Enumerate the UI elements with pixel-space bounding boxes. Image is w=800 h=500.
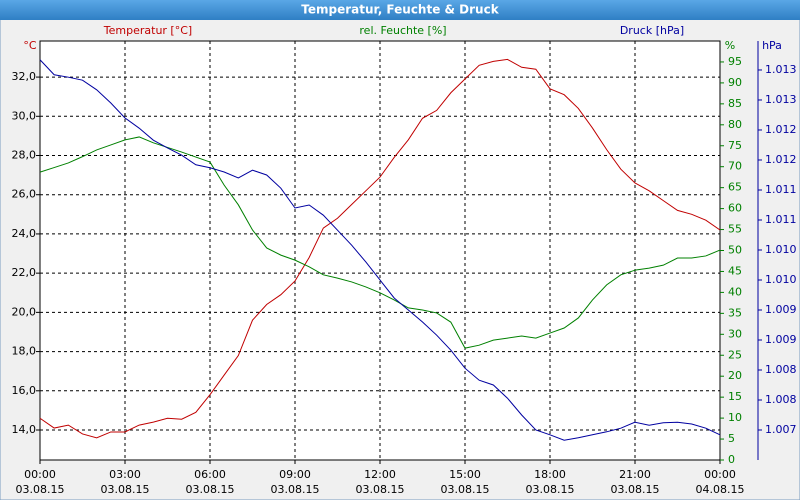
y-tick-label: 22,0	[12, 266, 37, 279]
chart-title: Temperatur, Feuchte & Druck	[301, 3, 499, 17]
x-tick-date: 03.08.15	[441, 483, 490, 496]
x-tick-label: 21:00	[619, 468, 651, 481]
y3-unit: hPa	[762, 39, 782, 52]
x-tick-date: 03.08.15	[101, 483, 150, 496]
y3-tick-label: 1.007	[765, 423, 797, 436]
y3-tick-label: 1.009	[765, 333, 797, 346]
y-tick-label: 30,0	[12, 109, 37, 122]
y2-tick-label: 55	[728, 223, 742, 236]
y-tick-label: 24,0	[12, 227, 37, 240]
y2-tick-label: 90	[728, 76, 742, 89]
legend-entry: Druck [hPa]	[620, 24, 684, 37]
x-tick-date: 03.08.15	[611, 483, 660, 496]
y2-tick-label: 65	[728, 181, 742, 194]
y2-tick-label: 10	[728, 411, 742, 424]
title-bar	[0, 0, 800, 20]
series-line	[39, 59, 721, 441]
y2-tick-label: 0	[728, 453, 735, 466]
x-tick-label: 15:00	[449, 468, 481, 481]
x-tick-date: 03.08.15	[526, 483, 575, 496]
y2-tick-label: 85	[728, 97, 742, 110]
y2-unit: %	[725, 39, 735, 52]
x-tick-label: 03:00	[109, 468, 141, 481]
y3-tick-label: 1.012	[765, 153, 797, 166]
y2-tick-label: 25	[728, 348, 742, 361]
y3-tick-label: 1.008	[765, 363, 797, 376]
y2-tick-label: 70	[728, 160, 742, 173]
y-tick-label: 20,0	[12, 305, 37, 318]
x-tick-label: 18:00	[534, 468, 566, 481]
x-tick-date: 03.08.15	[271, 483, 320, 496]
y2-tick-label: 60	[728, 202, 742, 215]
y-tick-label: 32,0	[12, 70, 37, 83]
x-tick-label: 00:00	[24, 468, 56, 481]
y2-tick-label: 20	[728, 369, 742, 382]
y2-tick-label: 80	[728, 118, 742, 131]
y-tick-label: 18,0	[12, 345, 37, 358]
y2-tick-label: 75	[728, 139, 742, 152]
x-tick-label: 09:00	[279, 468, 311, 481]
y3-tick-label: 1.010	[765, 273, 797, 286]
x-tick-date: 03.08.15	[16, 483, 65, 496]
y2-tick-label: 50	[728, 244, 742, 257]
x-tick-label: 00:00	[704, 468, 736, 481]
y3-tick-label: 1.011	[765, 183, 797, 196]
legend-entry: Temperatur [°C]	[103, 24, 192, 37]
x-tick-date: 03.08.15	[186, 483, 235, 496]
y3-tick-label: 1.008	[765, 393, 797, 406]
y-tick-label: 16,0	[12, 384, 37, 397]
y2-tick-label: 35	[728, 306, 742, 319]
y2-tick-label: 40	[728, 285, 742, 298]
x-tick-label: 12:00	[364, 468, 396, 481]
y3-tick-label: 1.013	[765, 63, 797, 76]
y3-tick-label: 1.013	[765, 93, 797, 106]
y2-tick-label: 15	[728, 390, 742, 403]
legend-entry: rel. Feuchte [%]	[359, 24, 446, 37]
y2-tick-label: 45	[728, 264, 742, 277]
y3-tick-label: 1.011	[765, 213, 797, 226]
y2-tick-label: 95	[728, 55, 742, 68]
y2-tick-label: 5	[728, 432, 735, 445]
series-line	[39, 136, 721, 349]
y-unit: °C	[23, 39, 37, 52]
y-tick-label: 26,0	[12, 188, 37, 201]
y3-tick-label: 1.010	[765, 243, 797, 256]
y-tick-label: 14,0	[12, 423, 37, 436]
y2-tick-label: 30	[728, 327, 742, 340]
y3-tick-label: 1.012	[765, 123, 797, 136]
x-tick-date: 03.08.15	[356, 483, 405, 496]
y-tick-label: 28,0	[12, 149, 37, 162]
x-tick-date: 04.08.15	[696, 483, 745, 496]
y3-tick-label: 1.009	[765, 303, 797, 316]
series-line	[39, 58, 721, 439]
x-tick-label: 06:00	[194, 468, 226, 481]
